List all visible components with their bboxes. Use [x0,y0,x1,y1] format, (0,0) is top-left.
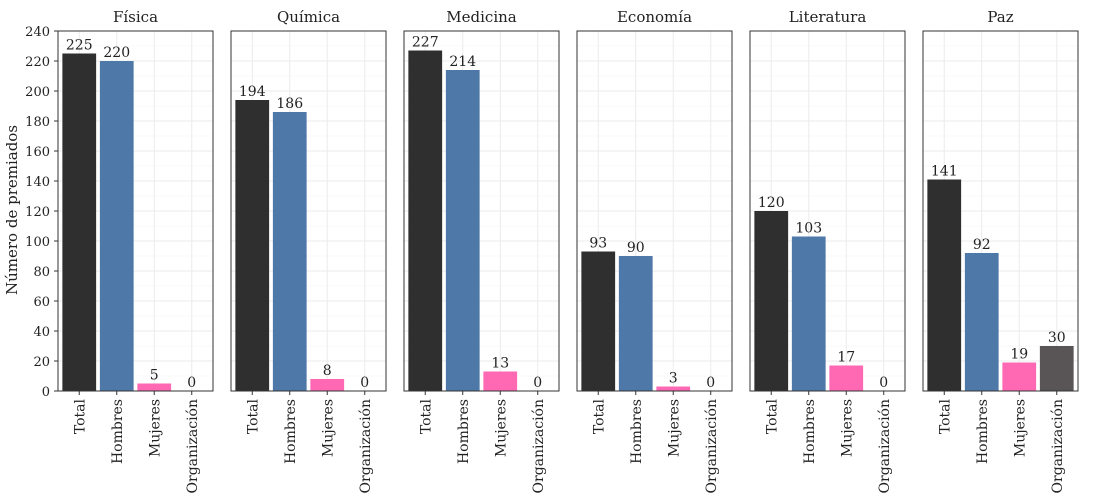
bar-value-label: 90 [627,240,645,256]
bar-value-label: 13 [491,356,509,372]
x-tick-label: Total [591,398,607,434]
bar-value-label: 93 [589,236,607,252]
facet-title: Paz [987,8,1013,26]
facet-title: Economía [617,8,692,26]
x-tick-label: Hombres [802,399,818,464]
y-tick-label: 160 [25,145,50,160]
facet-title: Química [277,8,340,26]
x-tick-label: Total [245,398,261,434]
bar-value-label: 3 [669,371,678,387]
y-tick-label: 240 [25,25,50,40]
bar-total [581,251,616,391]
bar-value-label: 30 [1048,330,1066,346]
bar-value-label: 0 [187,375,196,391]
y-tick-label: 0 [42,385,50,400]
x-tick-label: Hombres [110,399,126,464]
y-tick-label: 180 [25,115,50,130]
bar-total [235,100,270,391]
x-tick-label: Organización [1050,399,1066,493]
x-tick-label: Organización [358,399,374,493]
x-tick-label: Mujeres [493,399,509,457]
y-tick-label: 60 [33,295,50,310]
bar-value-label: 227 [412,35,439,51]
x-tick-label: Hombres [283,399,299,464]
x-tick-label: Organización [877,399,893,493]
panel-border [749,30,906,392]
bar-value-label: 141 [931,164,958,180]
bar-hombres [791,236,826,391]
bar-mujeres [1002,362,1037,391]
bar-total [927,179,962,391]
y-tick-label: 140 [25,175,50,190]
bar-total [754,211,789,391]
bar-value-label: 225 [66,38,93,54]
bar-mujeres [656,386,691,391]
bar-value-label: 0 [533,375,542,391]
bar-value-label: 120 [758,195,785,211]
bar-value-label: 194 [239,84,266,100]
bar-total [62,53,97,391]
bar-mujeres [310,379,345,391]
bar-mujeres [483,371,518,391]
x-tick-label: Total [937,398,953,434]
x-tick-label: Total [418,398,434,434]
bar-value-label: 92 [973,237,991,253]
x-tick-label: Organización [185,399,201,493]
bar-mujeres [829,365,864,391]
x-tick-label: Hombres [456,399,472,464]
bar-mujeres [137,383,172,391]
panel-border [403,30,560,392]
panel-border [57,30,214,392]
x-tick-label: Total [72,398,88,434]
x-tick-label: Mujeres [1012,399,1028,457]
bar-value-label: 0 [360,375,369,391]
bar-hombres [964,253,999,391]
bar-value-label: 214 [449,54,476,70]
facet-title: Literatura [789,8,867,26]
y-tick-label: 40 [33,325,50,340]
x-tick-label: Mujeres [666,399,682,457]
x-tick-label: Organización [531,399,547,493]
x-tick-label: Organización [704,399,720,493]
facet-title: Física [113,8,158,26]
bar-hombres [618,256,653,391]
y-tick-label: 100 [25,235,50,250]
bar-value-label: 103 [795,221,822,237]
panel-border [576,30,733,392]
x-tick-label: Hombres [629,399,645,464]
bar-hombres [445,70,480,391]
bar-value-label: 5 [150,368,159,384]
y-tick-label: 200 [25,85,50,100]
bar-hombres [272,112,307,391]
x-tick-label: Mujeres [839,399,855,457]
bar-value-label: 17 [837,350,855,366]
bar-value-label: 8 [323,363,332,379]
y-tick-label: 220 [25,55,50,70]
x-tick-label: Hombres [975,399,991,464]
bar-value-label: 0 [879,375,888,391]
bar-hombres [99,61,134,391]
y-tick-label: 20 [33,355,50,370]
facet-title: Medicina [446,8,516,26]
y-tick-label: 80 [33,265,50,280]
bar-organización [1039,346,1074,391]
x-tick-label: Mujeres [320,399,336,457]
bar-value-label: 0 [706,375,715,391]
x-tick-label: Mujeres [147,399,163,457]
bar-value-label: 220 [103,45,130,61]
y-axis-label: Número de premiados [3,125,21,295]
y-tick-label: 120 [25,205,50,220]
bar-total [408,50,443,391]
panel-border [922,30,1079,392]
x-tick-label: Total [764,398,780,434]
bar-value-label: 186 [276,96,303,112]
bar-value-label: 19 [1010,347,1028,363]
panel-border [230,30,387,392]
